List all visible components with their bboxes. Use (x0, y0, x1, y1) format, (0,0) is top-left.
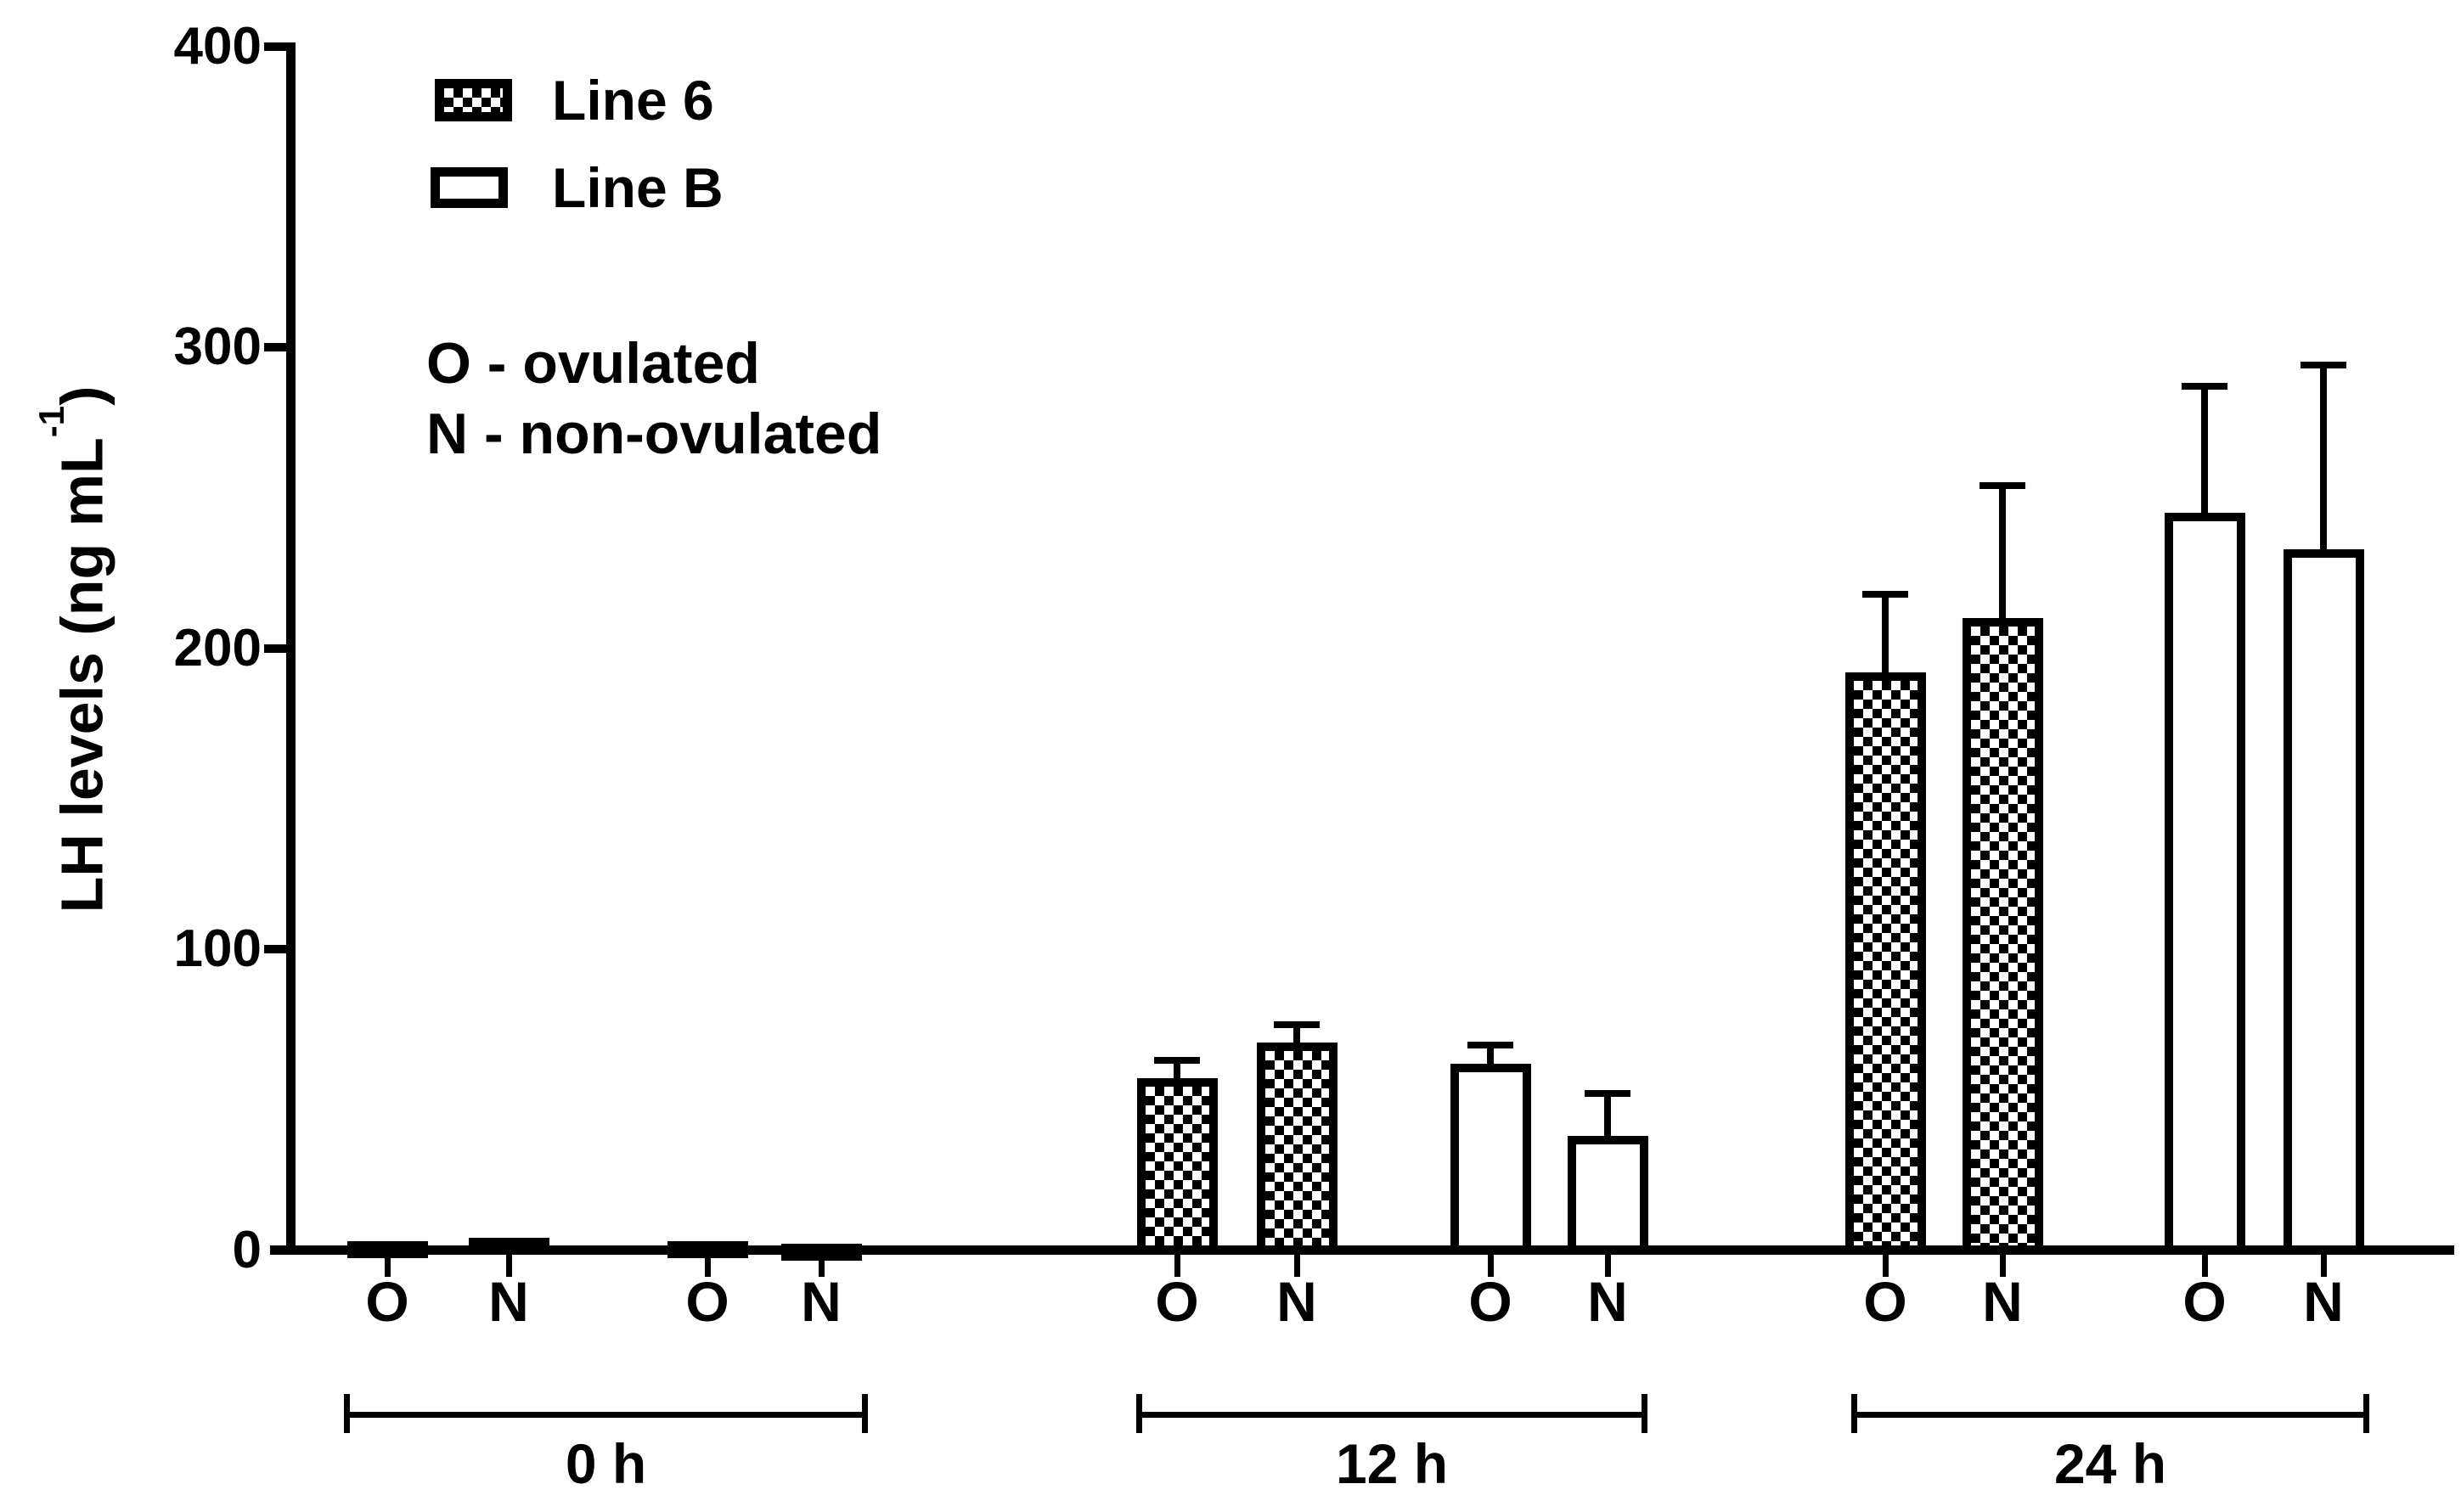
y-tick-label: 100 (173, 919, 262, 978)
y-tick-label: 300 (173, 318, 262, 376)
error-bar-whisker (2320, 365, 2327, 554)
x-tick (2202, 1255, 2208, 1277)
group-label: 12 h (1335, 1432, 1449, 1495)
y-tick (264, 644, 290, 653)
error-bar-cap (1585, 1090, 1630, 1097)
annotation-non-ovulated: N - non-ovulated (426, 402, 882, 466)
error-bar-cap (1467, 1042, 1513, 1048)
bar (1136, 1078, 1218, 1255)
bar (1844, 672, 1926, 1255)
x-tick (506, 1255, 512, 1277)
error-bar-cap (2182, 383, 2227, 390)
error-bar-cap (1862, 591, 1908, 598)
y-tick (264, 42, 290, 51)
x-tick (1294, 1255, 1300, 1277)
x-tick-label: N (1276, 1270, 1317, 1333)
x-tick-label: O (365, 1270, 409, 1333)
error-bar-whisker (1999, 486, 2006, 623)
annotation-ovulated: O - ovulated (426, 331, 760, 396)
error-bar-cap (1980, 482, 2025, 489)
error-bar-whisker (2201, 386, 2208, 518)
group-bracket-end-left (1851, 1394, 1857, 1433)
bar (1962, 618, 2043, 1255)
x-tick (1488, 1255, 1494, 1277)
x-tick-label: N (1587, 1270, 1628, 1333)
x-tick-label: O (685, 1270, 729, 1333)
bar (1256, 1043, 1338, 1255)
x-tick (1605, 1255, 1611, 1277)
x-tick-label: N (801, 1270, 842, 1333)
y-axis-title-superscript: -1 (31, 405, 71, 438)
x-tick-label: N (488, 1270, 529, 1333)
x-tick (385, 1255, 391, 1277)
y-tick-label: 200 (173, 618, 262, 677)
legend-label-line6: Line 6 (552, 69, 714, 132)
x-tick (2321, 1255, 2327, 1277)
bar (1567, 1136, 1648, 1255)
x-tick (819, 1255, 825, 1277)
error-bar-cap (2300, 362, 2346, 368)
x-tick-label: N (1982, 1270, 2023, 1333)
legend-label-lineB: Line B (552, 156, 724, 219)
y-tick (264, 945, 290, 953)
legend-swatch-line6 (435, 79, 512, 121)
group-bracket-line (1851, 1412, 2369, 1418)
group-bracket-line (1136, 1412, 1647, 1418)
x-tick (1174, 1255, 1180, 1277)
error-bar-whisker (1174, 1060, 1180, 1083)
error-bar-cap (1274, 1021, 1320, 1028)
x-tick-label: O (1155, 1270, 1199, 1333)
bar (2164, 513, 2245, 1255)
error-bar-cap (1154, 1057, 1200, 1064)
group-bracket-line (344, 1412, 868, 1418)
y-tick-label: 0 (232, 1220, 262, 1279)
x-tick-label: O (1468, 1270, 1512, 1333)
y-axis-title: LH levels (ng mL-1) (31, 216, 115, 1082)
group-label: 24 h (2053, 1432, 2167, 1495)
x-tick (1883, 1255, 1889, 1277)
error-bar-whisker (1487, 1045, 1494, 1069)
error-bar-whisker (1882, 594, 1889, 677)
x-tick-label: O (1863, 1270, 1907, 1333)
y-axis-line (286, 42, 296, 1255)
error-bar-whisker (1604, 1093, 1611, 1141)
error-bar-whisker (1293, 1025, 1300, 1048)
group-label: 0 h (565, 1432, 647, 1495)
x-tick-label: O (2182, 1270, 2227, 1333)
bar (1450, 1064, 1531, 1255)
y-tick-label: 400 (173, 16, 262, 76)
y-axis-title-close: ) (48, 385, 115, 406)
bar (2283, 549, 2364, 1255)
group-bracket-end-left (1136, 1394, 1142, 1433)
group-bracket-end-right (2363, 1394, 2369, 1433)
y-tick (264, 343, 290, 351)
legend-swatch-lineB (431, 167, 508, 208)
group-bracket-end-right (862, 1394, 868, 1433)
x-tick (705, 1255, 711, 1277)
group-bracket-end-right (1642, 1394, 1647, 1433)
x-tick (2000, 1255, 2006, 1277)
x-tick-label: N (2303, 1270, 2344, 1333)
group-bracket-end-left (344, 1394, 350, 1433)
x-axis-line (270, 1245, 2454, 1255)
